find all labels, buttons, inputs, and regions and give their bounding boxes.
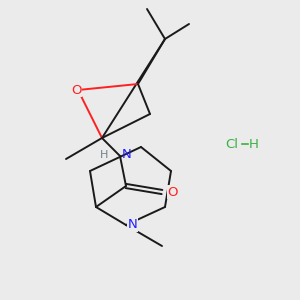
Text: Cl: Cl bbox=[225, 137, 238, 151]
Text: H: H bbox=[100, 149, 108, 160]
Text: O: O bbox=[71, 83, 82, 97]
Text: N: N bbox=[128, 218, 137, 232]
Text: N: N bbox=[122, 148, 131, 161]
Text: H: H bbox=[249, 137, 259, 151]
Text: O: O bbox=[167, 185, 178, 199]
